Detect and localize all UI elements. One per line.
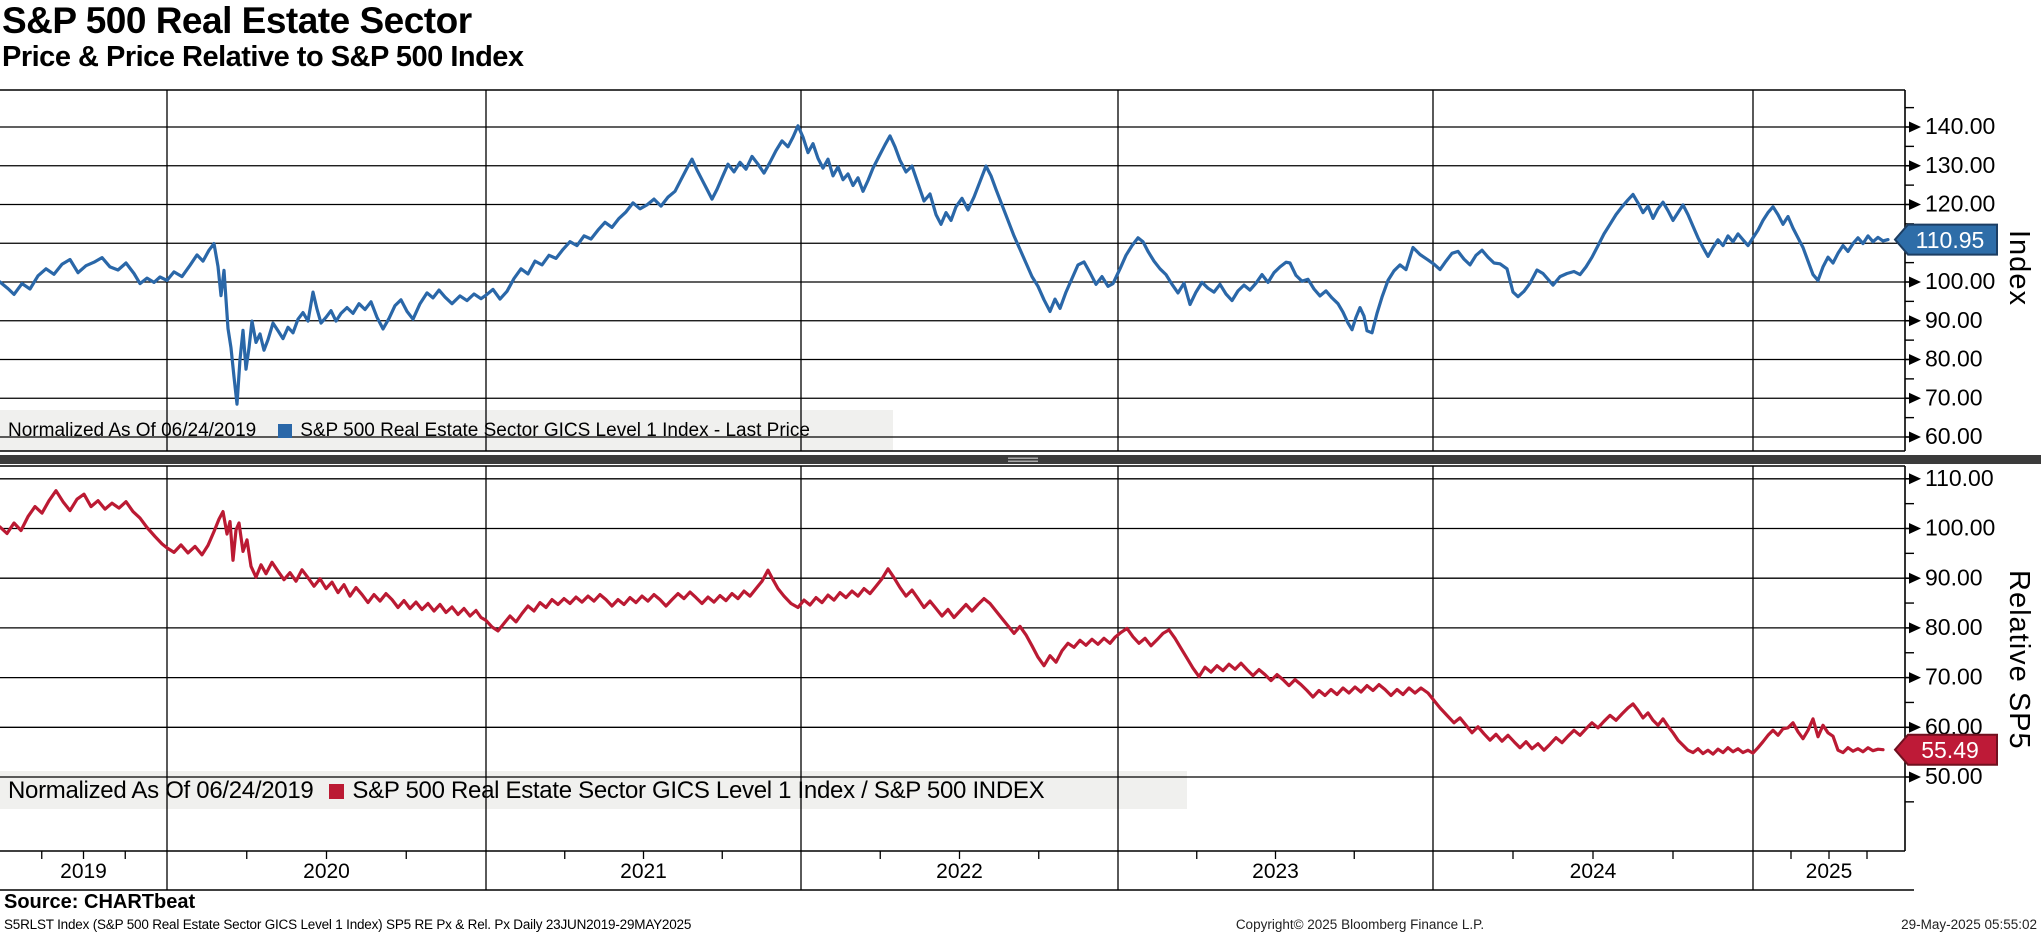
- index-legend-series-label: S&P 500 Real Estate Sector GICS Level 1 …: [300, 420, 810, 441]
- relative-sp5-tick-label: 90.00: [1925, 564, 1983, 590]
- index-tick-label: 70.00: [1925, 384, 1983, 410]
- x-axis-year-label: 2019: [60, 860, 107, 883]
- relative-sp5-tick-label: 80.00: [1925, 614, 1983, 640]
- index-legend: Normalized As Of 06/24/2019 S&P 500 Real…: [0, 414, 810, 448]
- relative-legend-normalized-label: Normalized As Of 06/24/2019: [8, 777, 314, 804]
- index-tick-label: 60.00: [1925, 423, 1983, 449]
- relative-sp5-tick-label: 50.00: [1925, 763, 1983, 789]
- index-legend-normalized-label: Normalized As Of 06/24/2019: [8, 420, 257, 441]
- index-tick-label: 130.00: [1925, 152, 1995, 178]
- relative-last-price-badge: 55.49: [1921, 736, 1979, 763]
- relative-sp5-tick-label: 100.00: [1925, 515, 1995, 541]
- x-axis-year-label: 2023: [1252, 860, 1299, 883]
- relative-sp5-tick-label: 70.00: [1925, 664, 1983, 690]
- index-axis-title: Index: [2003, 230, 2035, 306]
- panel-splitter-handle[interactable]: [960, 453, 1080, 467]
- index-tick-label: 120.00: [1925, 191, 1995, 217]
- x-axis-year-label: 2024: [1569, 860, 1617, 883]
- index-tick-label: 80.00: [1925, 346, 1983, 372]
- copyright-label: Copyright© 2025 Bloomberg Finance L.P.: [1235, 917, 1485, 932]
- source-label: Source: CHARTbeat: [4, 891, 196, 913]
- relative-legend-series-label: S&P 500 Real Estate Sector GICS Level 1 …: [352, 777, 1045, 804]
- x-axis-year-label: 2021: [620, 860, 667, 883]
- chart-subtitle: Price & Price Relative to S&P 500 Index: [2, 41, 524, 73]
- x-axis-year-label: 2025: [1805, 860, 1853, 883]
- x-axis-year-label: 2022: [936, 860, 983, 883]
- chart-title: S&P 500 Real Estate Sector: [2, 0, 472, 41]
- index-last-price-badge: 110.95: [1915, 226, 1985, 253]
- chart-info-line: S5RLST Index (S&P 500 Real Estate Sector…: [4, 917, 692, 932]
- relative-sp5-tick-label: 110.00: [1925, 465, 1994, 491]
- timestamp-label: 29-May-2025 05:55:02: [1901, 917, 2037, 932]
- x-axis-year-label: 2020: [303, 860, 350, 883]
- relative-series-swatch-icon: [329, 783, 345, 799]
- index-tick-label: 140.00: [1925, 113, 1995, 139]
- relative-legend: Normalized As Of 06/24/2019 S&P 500 Real…: [0, 774, 1045, 808]
- index-plot-area[interactable]: [0, 90, 1905, 451]
- index-tick-label: 90.00: [1925, 307, 1983, 333]
- index-tick-label: 100.00: [1925, 268, 1995, 294]
- relative-axis-title: Relative SP5: [2003, 570, 2035, 750]
- index-series-swatch-icon: [278, 424, 293, 438]
